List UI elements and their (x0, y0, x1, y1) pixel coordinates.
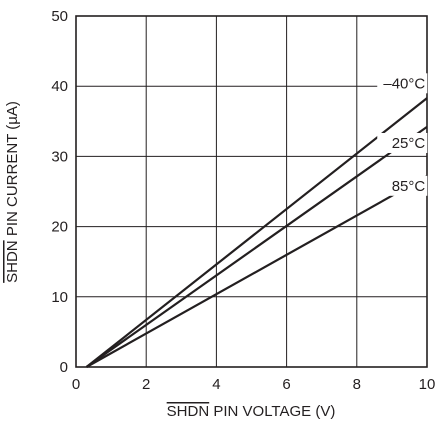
plot-frame (75, 15, 428, 368)
x-tick-labels: 0 2 4 6 8 10 (72, 376, 436, 393)
series-labels: –40°C 25°C 85°C (377, 73, 428, 196)
series-line-1 (85, 126, 428, 368)
x-tick-label: 0 (72, 376, 80, 393)
x-tick-label: 2 (142, 376, 150, 393)
series-label-bg (377, 132, 428, 153)
series-line-0 (85, 97, 428, 368)
x-tick-label: 4 (212, 376, 220, 393)
x-axis-title-rest: PIN VOLTAGE (V) (209, 403, 335, 420)
y-tick-label: 40 (51, 78, 68, 95)
y-tick-labels: 0 10 20 30 40 50 (51, 8, 68, 376)
series-label-bg (377, 73, 428, 94)
y-tick-label: 10 (51, 289, 68, 306)
y-tick-label: 30 (51, 148, 68, 165)
y-axis-title-overline: SHDN (4, 240, 21, 283)
y-tick-label: 0 (60, 359, 68, 376)
x-tick-label: 10 (419, 376, 436, 393)
series-label: 25°C (392, 135, 426, 152)
grid (76, 16, 427, 367)
series-label-bg (377, 175, 428, 196)
x-axis-title-overline: SHDN (167, 403, 210, 420)
series-label: –40°C (383, 75, 425, 92)
x-tick-label: 8 (353, 376, 361, 393)
series-lines (85, 97, 428, 368)
series-line-2 (85, 175, 428, 368)
series-label: 85°C (392, 178, 426, 195)
x-axis-title: SHDN PIN VOLTAGE (V) (167, 403, 336, 420)
y-tick-label: 20 (51, 219, 68, 236)
y-axis-title-rest: PIN CURRENT (µA) (4, 101, 21, 240)
y-axis-title: SHDN PIN CURRENT (µA) (4, 101, 21, 283)
x-tick-label: 6 (282, 376, 290, 393)
y-tick-label: 50 (51, 8, 68, 25)
